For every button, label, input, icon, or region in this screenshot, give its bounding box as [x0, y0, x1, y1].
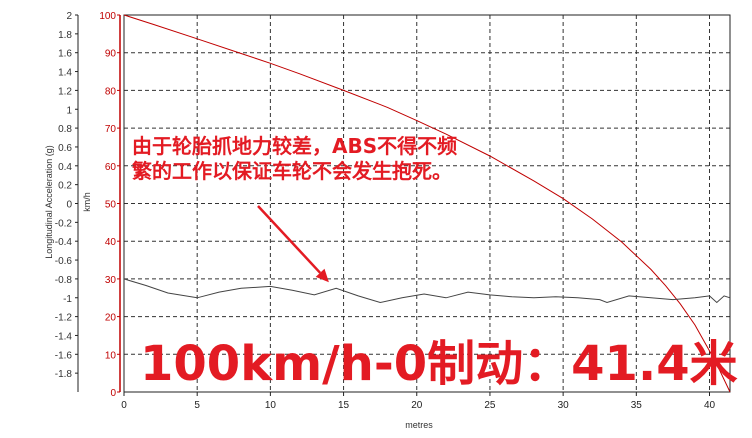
annotation-text: 由于轮胎抓地力较差，ABS不得不频繁的工作以保证车轮不会发生抱死。 — [132, 134, 458, 183]
x-tick-label: 40 — [704, 400, 716, 411]
right-tick-label: 100 — [99, 11, 116, 22]
left-tick-label: 1.8 — [58, 30, 72, 41]
right-tick-label: 90 — [105, 49, 117, 60]
x-tick-label: 30 — [558, 400, 570, 411]
right-axis-label: km/h — [82, 192, 92, 212]
right-tick-label: 80 — [105, 86, 117, 97]
x-axis-label: metres — [405, 420, 433, 430]
left-tick-label: 0.4 — [58, 162, 72, 173]
x-axis-ticks: 0 5 10 15 20 25 30 35 40 — [121, 392, 716, 411]
x-tick-label: 15 — [338, 400, 350, 411]
chart-grid — [124, 15, 730, 392]
braking-distance-headline: 100km/h-0制动：41.4米 — [140, 336, 738, 392]
left-tick-label: -0.4 — [55, 237, 73, 248]
left-tick-label: 0.2 — [58, 181, 72, 192]
left-tick-label: 1.4 — [58, 68, 72, 79]
left-tick-label: 2 — [66, 11, 72, 22]
x-tick-label: 35 — [631, 400, 643, 411]
annotation-arrow — [257, 205, 329, 283]
x-tick-label: 10 — [265, 400, 277, 411]
series-layer — [123, 14, 731, 393]
left-tick-label: -1.4 — [55, 331, 73, 342]
right-tick-label: 20 — [105, 313, 117, 324]
plot-border — [123, 14, 731, 393]
right-tick-label: 60 — [105, 162, 117, 173]
left-tick-label: 1.6 — [58, 49, 72, 60]
left-axis-ticks: 2 1.8 1.6 1.4 1.2 1 0.8 0.6 0.4 0.2 0 -0.2 -0.4 -0.6 -… — [55, 11, 78, 380]
left-tick-label: 0.8 — [58, 124, 72, 135]
right-tick-label: 70 — [105, 124, 117, 135]
left-tick-label: -0.2 — [55, 218, 73, 229]
left-tick-label: 1.2 — [58, 86, 72, 97]
right-tick-label: 40 — [105, 237, 117, 248]
left-tick-label: 1 — [66, 105, 72, 116]
left-tick-label: -0.6 — [55, 256, 73, 267]
left-tick-label: 0.6 — [58, 143, 72, 154]
left-tick-label: -0.8 — [55, 275, 73, 286]
x-tick-label: 25 — [484, 400, 496, 411]
x-tick-label: 20 — [411, 400, 423, 411]
right-tick-label: 30 — [105, 275, 117, 286]
left-tick-label: -1.8 — [55, 369, 73, 380]
left-tick-label: -1.2 — [55, 313, 73, 324]
right-tick-label: 0 — [110, 388, 116, 399]
left-axis-label: Longitudinal Acceleration (g) — [44, 145, 54, 259]
left-tick-label: -1.6 — [55, 350, 73, 361]
left-tick-label: -1 — [63, 294, 72, 305]
speed-series-line — [123, 14, 731, 393]
acceleration-series-line — [123, 278, 731, 304]
x-tick-label: 0 — [121, 400, 127, 411]
left-tick-label: 0 — [66, 200, 72, 211]
x-tick-label: 5 — [194, 400, 200, 411]
right-tick-label: 50 — [105, 200, 117, 211]
right-tick-label: 10 — [105, 350, 117, 361]
